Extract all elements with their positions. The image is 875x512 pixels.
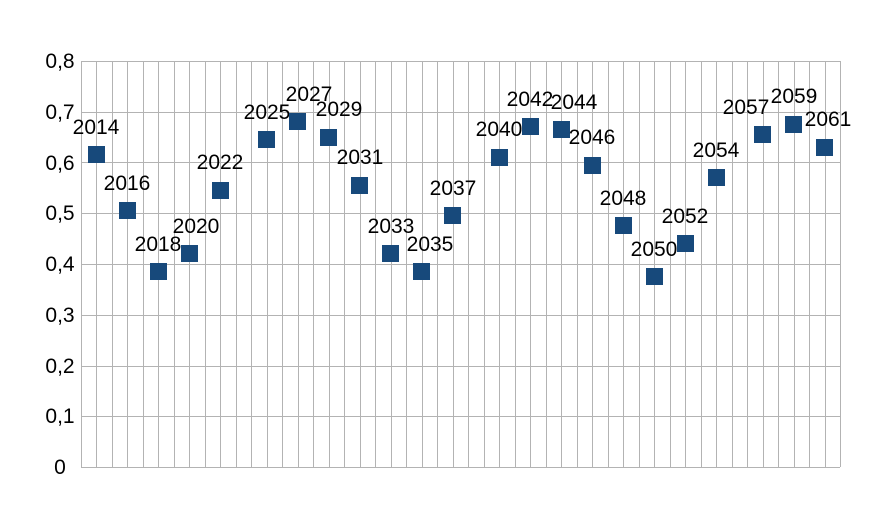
horizontal-gridline	[81, 61, 840, 62]
horizontal-gridline	[81, 315, 840, 316]
data-point-marker	[677, 235, 694, 252]
y-axis-tick-label: 0,5	[45, 202, 75, 225]
y-axis-tick-label: 0,1	[45, 405, 75, 428]
data-point-label: 2057	[722, 96, 770, 119]
y-axis-tick-label: 0,3	[45, 304, 75, 327]
horizontal-gridline	[81, 264, 840, 265]
horizontal-gridline	[81, 416, 840, 417]
data-point-label: 2037	[429, 177, 477, 200]
data-point-label: 2048	[599, 187, 647, 210]
data-point-label: 2044	[550, 91, 598, 114]
data-point-label: 2046	[568, 126, 616, 149]
data-point-label: 2033	[367, 215, 415, 238]
data-point-marker	[351, 177, 368, 194]
data-point-label: 2031	[336, 146, 384, 169]
data-point-label: 2018	[134, 233, 182, 256]
data-point-marker	[584, 157, 601, 174]
data-point-marker	[258, 131, 275, 148]
y-axis-tick-label: 0	[54, 456, 66, 479]
data-point-marker	[181, 245, 198, 262]
data-point-marker	[212, 182, 229, 199]
vertical-gridline	[840, 61, 841, 467]
data-point-marker	[320, 129, 337, 146]
data-point-marker	[754, 126, 771, 143]
data-point-marker	[150, 263, 167, 280]
y-axis-tick-label: 0,4	[45, 253, 75, 276]
data-point-label: 2050	[630, 238, 678, 261]
data-point-label: 2025	[243, 101, 291, 124]
data-point-marker	[444, 207, 461, 224]
y-axis-tick-label: 0,2	[45, 355, 75, 378]
data-point-label: 2027	[285, 83, 333, 106]
horizontal-gridline	[81, 112, 840, 113]
data-point-marker	[413, 263, 430, 280]
data-point-marker	[708, 169, 725, 186]
data-point-marker	[522, 118, 539, 135]
data-point-marker	[491, 149, 508, 166]
data-point-label: 2059	[770, 85, 818, 108]
data-point-marker	[646, 268, 663, 285]
y-axis-tick-label: 0,7	[45, 101, 75, 124]
data-point-marker	[88, 146, 105, 163]
data-point-label: 2042	[506, 88, 554, 111]
x-axis-line	[81, 467, 840, 468]
data-point-label: 2016	[103, 172, 151, 195]
data-point-label: 2040	[475, 118, 523, 141]
horizontal-gridline	[81, 366, 840, 367]
data-point-marker	[553, 121, 570, 138]
data-point-marker	[289, 113, 306, 130]
data-point-label: 2052	[661, 205, 709, 228]
data-point-label: 2020	[172, 215, 220, 238]
data-point-marker	[785, 116, 802, 133]
data-point-label: 2054	[692, 139, 740, 162]
data-point-label: 2035	[406, 233, 454, 256]
data-point-label: 2022	[196, 151, 244, 174]
data-point-label: 2061	[804, 108, 852, 131]
data-point-label: 2014	[72, 116, 120, 139]
data-point-marker	[382, 245, 399, 262]
data-point-marker	[119, 202, 136, 219]
data-point-marker	[615, 217, 632, 234]
horizontal-gridline	[81, 162, 840, 163]
y-axis-tick-label: 0,6	[45, 152, 75, 175]
y-axis-tick-label: 0,8	[45, 50, 75, 73]
data-point-marker	[816, 139, 833, 156]
data-point-label: 2029	[315, 98, 363, 121]
